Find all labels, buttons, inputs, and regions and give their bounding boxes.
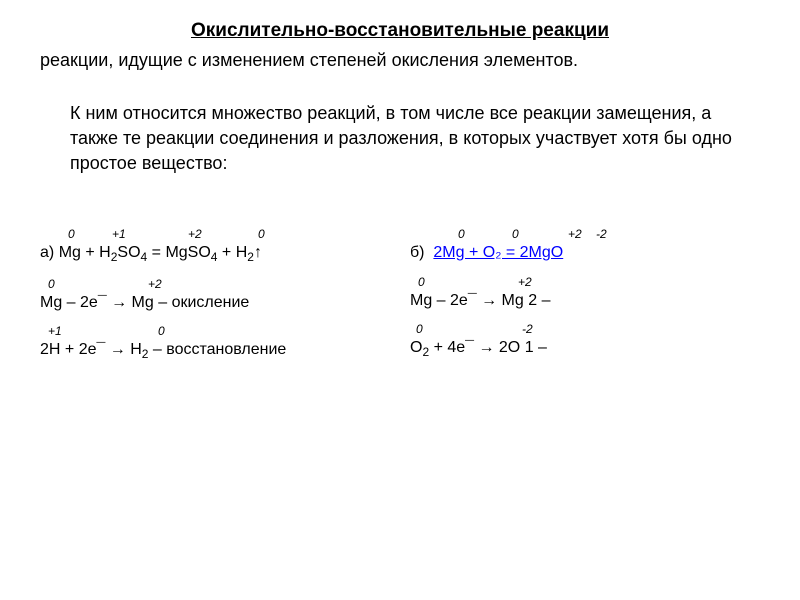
reaction-block-a: 0 +1 +2 0 а) Mg + H2SO4 = MgSO4 + H2↑ 0 … (40, 227, 390, 373)
hr-part: O (410, 339, 422, 356)
subtitle: реакции, идущие с изменением степеней ок… (40, 50, 760, 71)
eq-part: Mg + H (59, 244, 111, 261)
hr-part: Mg – 2e (410, 292, 468, 309)
ox-state: 0 (416, 322, 423, 338)
ox-state: 0 (158, 324, 165, 340)
label-b: б) (410, 244, 425, 261)
eq-part: = MgSO (147, 244, 211, 261)
equation-link[interactable]: 2Mg + O₂ = 2MgO (433, 244, 563, 261)
hr-part: H (130, 341, 142, 358)
hr-part: 2O 1 – (499, 339, 547, 356)
ox-state: 0 (512, 227, 519, 243)
ox-state: 0 (48, 277, 55, 293)
ox-state: 0 (418, 275, 425, 291)
half1-ox-a: 0 +2 (40, 277, 390, 293)
half1-ox-b: 0 +2 (410, 275, 760, 291)
hr-part: ¯ → (465, 339, 499, 356)
hr-part: ¯ → (96, 341, 130, 358)
ox-state: -2 (596, 227, 607, 243)
equation-b: б) 2Mg + O₂ = 2MgO (410, 243, 760, 264)
reactions-container: 0 +1 +2 0 а) Mg + H2SO4 = MgSO4 + H2↑ 0 … (40, 227, 760, 373)
ox-state: -2 (522, 322, 533, 338)
ox-state: +2 (568, 227, 582, 243)
ox-state: +1 (112, 227, 126, 243)
ox-state: +1 (48, 324, 62, 340)
half-reaction-b1: Mg – 2e¯ → Mg 2 – (410, 291, 760, 312)
description-text: К ним относится множество реакций, в том… (40, 101, 760, 177)
hr-part: 2H + 2e (40, 341, 96, 358)
hr-part: ¯ → (98, 294, 132, 311)
hr-part: Mg – 2e (40, 294, 98, 311)
half-reaction-a2: 2H + 2e¯ → H2 – восстановление (40, 340, 390, 363)
eq-part: + H (217, 244, 247, 261)
oxidation-states-b: 0 0 +2 -2 (410, 227, 760, 243)
reaction-block-b: 0 0 +2 -2 б) 2Mg + O₂ = 2MgO 0 +2 Mg – 2… (410, 227, 760, 373)
ox-state: 0 (258, 227, 265, 243)
hr-part: ¯ → (468, 292, 502, 309)
ox-state: 0 (68, 227, 75, 243)
eq-part: ↑ (254, 244, 262, 261)
hr-part: + 4e (429, 339, 465, 356)
page-title: Окислительно-восстановительные реакции (40, 20, 760, 42)
oxidation-states-a: 0 +1 +2 0 (40, 227, 390, 243)
half2-ox-a: +1 0 (40, 324, 390, 340)
half2-ox-b: 0 -2 (410, 322, 760, 338)
eq-part: SO (117, 244, 140, 261)
equation-a: а) Mg + H2SO4 = MgSO4 + H2↑ (40, 243, 390, 266)
ox-state: +2 (188, 227, 202, 243)
hr-part: – восстановление (148, 341, 286, 358)
ox-state: +2 (518, 275, 532, 291)
half-reaction-b2: O2 + 4e¯ → 2O 1 – (410, 338, 760, 361)
label-a: а) (40, 244, 54, 261)
half-reaction-a1: Mg – 2e¯ → Mg – окисление (40, 293, 390, 314)
hr-part: Mg 2 – (502, 292, 551, 309)
hr-part: Mg – окисление (132, 294, 250, 311)
ox-state: 0 (458, 227, 465, 243)
ox-state: +2 (148, 277, 162, 293)
